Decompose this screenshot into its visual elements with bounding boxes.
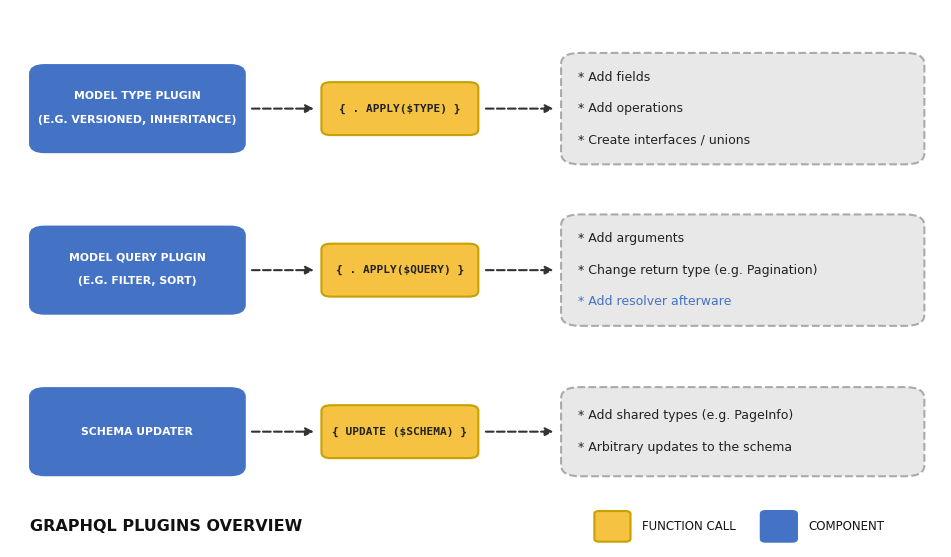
FancyBboxPatch shape (30, 227, 244, 313)
Text: { . APPLY($QUERY) }: { . APPLY($QUERY) } (336, 265, 464, 275)
Text: FUNCTION CALL: FUNCTION CALL (642, 520, 736, 533)
Text: COMPONENT: COMPONENT (808, 520, 884, 533)
FancyBboxPatch shape (561, 387, 924, 476)
FancyBboxPatch shape (594, 511, 631, 541)
Text: * Add resolver afterware: * Add resolver afterware (578, 295, 731, 308)
FancyBboxPatch shape (321, 82, 478, 135)
FancyBboxPatch shape (561, 53, 924, 164)
Text: { . APPLY($TYPE) }: { . APPLY($TYPE) } (340, 104, 460, 114)
Text: (E.G. FILTER, SORT): (E.G. FILTER, SORT) (78, 276, 197, 286)
FancyBboxPatch shape (321, 244, 478, 296)
Text: * Add fields: * Add fields (578, 71, 650, 84)
Text: * Change return type (e.g. Pagination): * Change return type (e.g. Pagination) (578, 263, 818, 277)
Text: * Add arguments: * Add arguments (578, 232, 685, 246)
Text: { UPDATE ($SCHEMA) }: { UPDATE ($SCHEMA) } (333, 427, 467, 437)
FancyBboxPatch shape (561, 214, 924, 326)
Text: MODEL QUERY PLUGIN: MODEL QUERY PLUGIN (69, 253, 205, 263)
FancyBboxPatch shape (321, 405, 478, 458)
Text: MODEL TYPE PLUGIN: MODEL TYPE PLUGIN (74, 91, 201, 101)
FancyBboxPatch shape (30, 389, 244, 475)
Text: * Add operations: * Add operations (578, 102, 683, 115)
Text: SCHEMA UPDATER: SCHEMA UPDATER (82, 427, 193, 437)
Text: (E.G. VERSIONED, INHERITANCE): (E.G. VERSIONED, INHERITANCE) (38, 115, 237, 125)
FancyBboxPatch shape (30, 65, 244, 152)
Text: * Add shared types (e.g. PageInfo): * Add shared types (e.g. PageInfo) (578, 409, 793, 422)
Text: * Create interfaces / unions: * Create interfaces / unions (578, 133, 750, 146)
FancyBboxPatch shape (761, 511, 797, 541)
Text: * Arbitrary updates to the schema: * Arbitrary updates to the schema (578, 441, 792, 454)
Text: GRAPHQL PLUGINS OVERVIEW: GRAPHQL PLUGINS OVERVIEW (30, 519, 302, 534)
